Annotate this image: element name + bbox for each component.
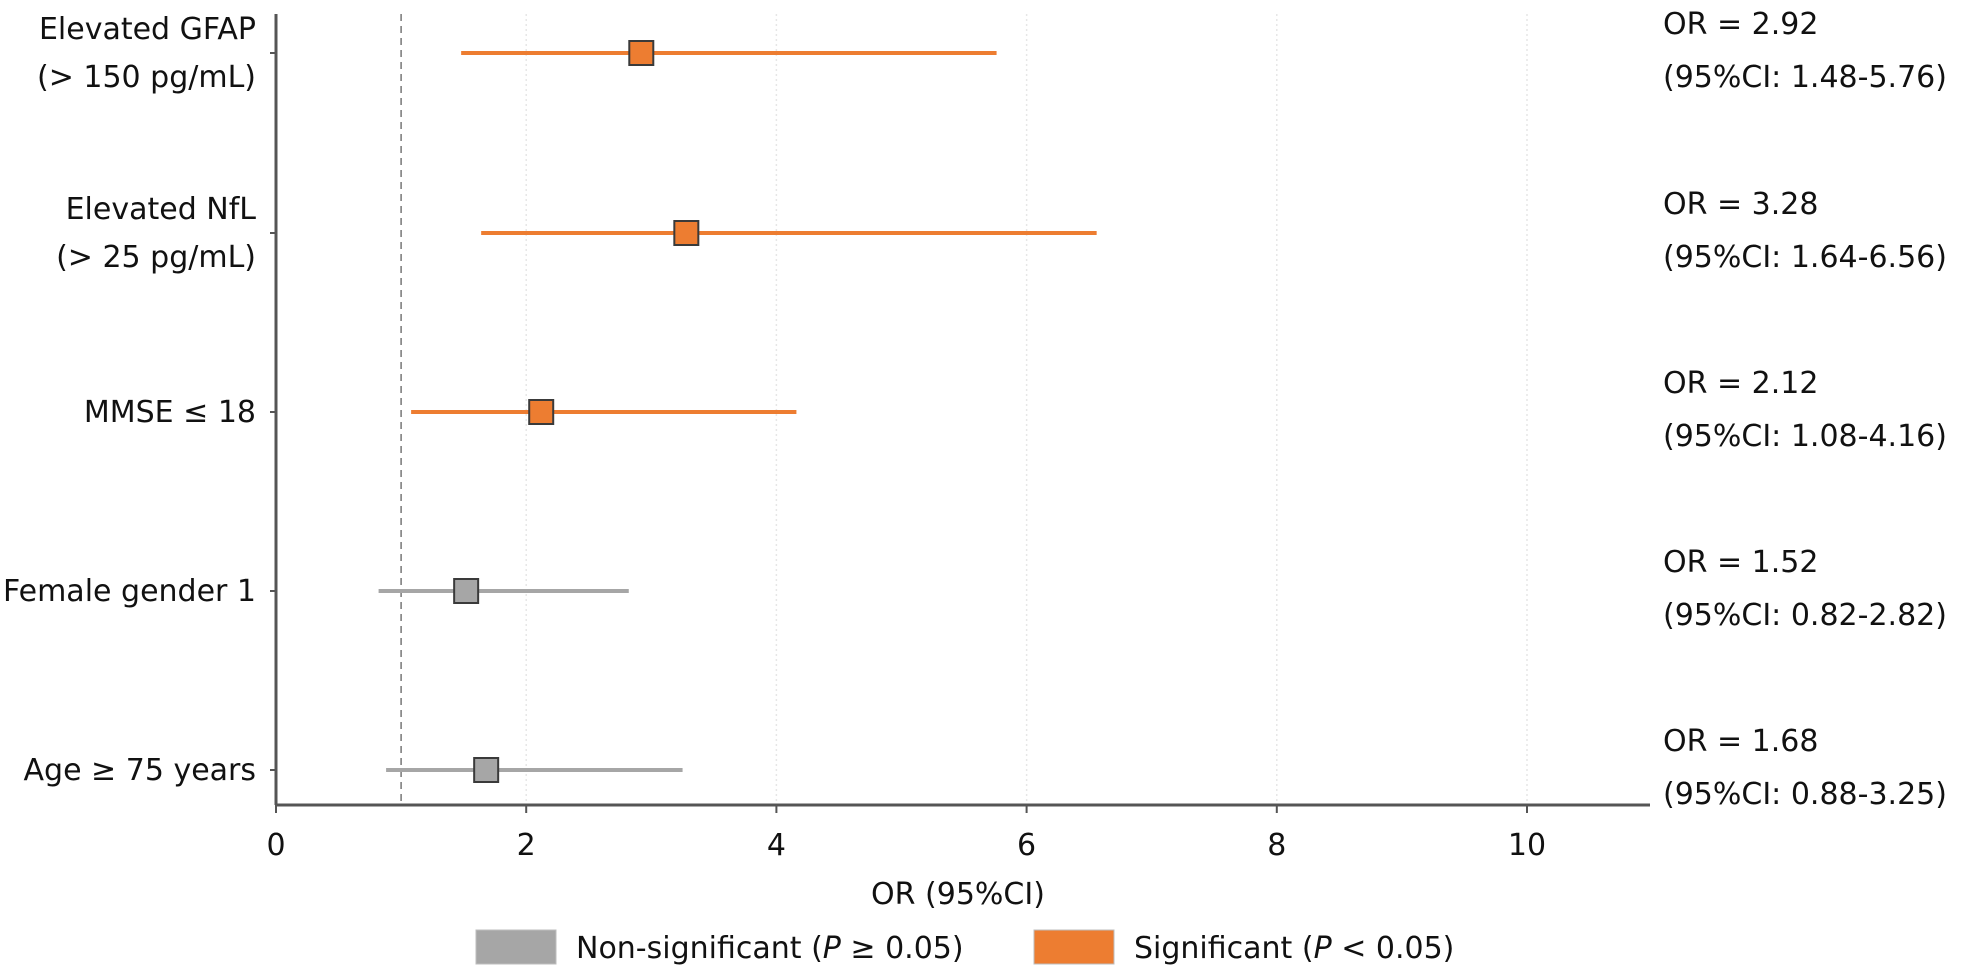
legend-label-prefix: Non-significant ( [576, 931, 823, 966]
x-tick-label-0: 0 [266, 828, 285, 863]
rows-layer: Elevated GFAP (> 150 pg/mL) OR = 2.92 (95%C… [3, 7, 1947, 812]
legend-label-suffix: ≥ 0.05) [841, 931, 964, 966]
x-tick-label-4: 4 [767, 828, 786, 863]
ci-value-label: (95%CI: 0.88-3.25) [1663, 777, 1947, 812]
forest-row: Age ≥ 75 years OR = 1.68 (95%CI: 0.88-3.25… [24, 724, 1947, 812]
or-marker [473, 757, 500, 783]
or-marker [453, 578, 480, 604]
or-value-label: OR = 3.28 [1663, 187, 1818, 222]
or-value-label: OR = 1.52 [1663, 545, 1818, 580]
row-label: Elevated NfL [66, 192, 257, 227]
row-label: Age ≥ 75 years [24, 753, 257, 788]
row-label: MMSE ≤ 18 [84, 395, 256, 430]
ci-value-label: (95%CI: 1.08-4.16) [1663, 419, 1947, 454]
legend-label-non-significant: Non-significant (P ≥ 0.05) [576, 931, 964, 966]
legend-label-significant: Significant (P < 0.05) [1134, 931, 1454, 966]
or-marker [628, 40, 655, 66]
row-label: Female gender 1 [3, 574, 256, 609]
legend-swatch-significant [1033, 929, 1115, 965]
x-axis-title: OR (95%CI) [871, 877, 1045, 912]
row-label: Elevated GFAP [39, 12, 256, 47]
legend-label-suffix: < 0.05) [1332, 931, 1455, 966]
forest-row: Elevated NfL (> 25 pg/mL) OR = 3.28 (95%CI:… [56, 187, 1947, 275]
forest-row: Female gender 1 OR = 1.52 (95%CI: 0.82-2.8… [3, 545, 1947, 633]
or-value-label: OR = 2.92 [1663, 7, 1818, 42]
ci-value-label: (95%CI: 1.48-5.76) [1663, 60, 1947, 95]
legend-swatch-non-significant [475, 929, 557, 965]
x-tick-label-8: 8 [1267, 828, 1286, 863]
ci-value-label: (95%CI: 0.82-2.82) [1663, 598, 1947, 633]
row-label: (> 150 pg/mL) [37, 60, 256, 95]
forest-row: Elevated GFAP (> 150 pg/mL) OR = 2.92 (95%C… [37, 7, 1947, 95]
x-tick-label-2: 2 [517, 828, 536, 863]
ci-value-label: (95%CI: 1.64-6.56) [1663, 240, 1947, 275]
or-marker [528, 399, 555, 425]
x-tick-label-6: 6 [1017, 828, 1036, 863]
forest-row: MMSE ≤ 18 OR = 2.12 (95%CI: 1.08-4.16) [84, 366, 1947, 454]
axis-layer: 0 2 4 6 8 10 [266, 14, 1650, 863]
legend: Non-significant (P ≥ 0.05) Significant (P… [475, 929, 1454, 966]
grid-layer [525, 14, 1528, 805]
or-marker [673, 220, 700, 246]
legend-label-p: P [1314, 931, 1333, 966]
legend-label-p: P [823, 931, 842, 966]
or-value-label: OR = 2.12 [1663, 366, 1818, 401]
x-tick-label-10: 10 [1508, 828, 1546, 863]
row-label: (> 25 pg/mL) [56, 240, 256, 275]
legend-label-prefix: Significant ( [1134, 931, 1314, 966]
or-value-label: OR = 1.68 [1663, 724, 1818, 759]
